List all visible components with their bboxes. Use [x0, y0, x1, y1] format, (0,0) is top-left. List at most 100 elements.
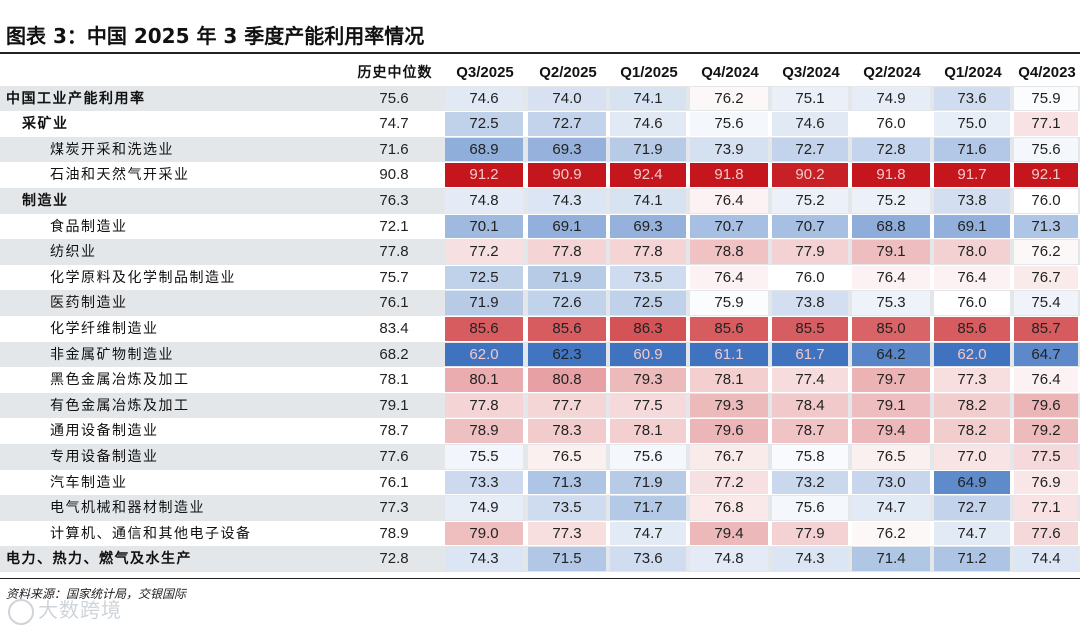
row-label: 化学纤维制造业 [50, 320, 159, 337]
heat-cell: 71.9 [610, 137, 686, 162]
heat-cell: 76.2 [690, 86, 768, 111]
heat-cell: 74.7 [852, 496, 930, 520]
heat-cell: 79.4 [852, 419, 930, 443]
row-label: 煤炭开采和洗选业 [50, 141, 174, 158]
heat-cell: 76.2 [1014, 240, 1078, 264]
heat-cell: 72.5 [445, 265, 523, 290]
heat-cell: 75.6 [772, 496, 848, 520]
heat-cell: 78.4 [772, 393, 848, 418]
heat-cell: 79.6 [690, 419, 768, 443]
heat-cell: 77.3 [528, 521, 606, 546]
heat-cell: 74.1 [610, 188, 686, 213]
heat-cell: 76.5 [528, 444, 606, 469]
row-label: 通用设备制造业 [50, 423, 159, 440]
heat-cell: 76.4 [690, 188, 768, 213]
heat-cell: 78.2 [934, 419, 1010, 443]
row-label: 食品制造业 [50, 218, 128, 235]
heat-cell: 72.8 [852, 137, 930, 162]
heat-cell: 92.4 [610, 163, 686, 187]
row-label: 医药制造业 [50, 295, 128, 312]
column-header: Q2/2024 [863, 64, 921, 81]
median-cell: 78.7 [379, 422, 409, 440]
median-cell: 68.2 [379, 345, 409, 363]
heat-cell: 62.3 [528, 342, 606, 367]
median-cell: 74.7 [379, 115, 409, 133]
heat-cell: 72.5 [445, 112, 523, 136]
heat-cell: 78.8 [690, 240, 768, 264]
median-cell: 72.8 [379, 550, 409, 568]
heat-cell: 75.2 [772, 188, 848, 213]
heat-cell: 77.9 [772, 240, 848, 264]
median-cell: 83.4 [379, 319, 409, 337]
heat-cell: 79.1 [852, 393, 930, 418]
heat-cell: 73.6 [610, 547, 686, 571]
heat-cell: 69.1 [934, 214, 1010, 239]
heat-cell: 76.0 [1014, 188, 1078, 213]
row-label: 纺织业 [50, 244, 97, 261]
heat-cell: 77.1 [1014, 112, 1078, 136]
heat-cell: 74.9 [852, 86, 930, 111]
median-cell: 79.1 [379, 396, 409, 414]
heat-cell: 72.7 [528, 112, 606, 136]
watermark: 大数跨境 [8, 594, 122, 625]
row-label: 计算机、通信和其他电子设备 [50, 525, 252, 542]
row-label: 专用设备制造业 [50, 448, 159, 465]
heat-cell: 72.7 [934, 496, 1010, 520]
heat-cell: 75.6 [690, 112, 768, 136]
heat-cell: 77.4 [772, 368, 848, 392]
median-cell: 71.6 [379, 140, 409, 158]
heat-cell: 77.9 [772, 521, 848, 546]
capacity-utilization-table: 历史中位数 Q3/2025 Q2/2025 Q1/2025 Q4/2024 Q3/2024… [0, 60, 1080, 572]
row-label: 有色金属冶炼及加工 [50, 397, 190, 414]
heat-cell: 71.5 [528, 547, 606, 571]
heat-cell: 74.8 [690, 547, 768, 571]
table-row: 电气机械和器材制造业 77.3 74.9 73.5 71.7 76.8 75.6 74.7 72… [0, 495, 1080, 521]
table-row: 黑色金属冶炼及加工 78.1 80.1 80.8 79.3 78.1 77.4 79.7 77.… [0, 367, 1080, 393]
heat-cell: 85.6 [528, 316, 606, 341]
heat-cell: 73.9 [690, 137, 768, 162]
heat-cell: 73.5 [610, 265, 686, 290]
heat-cell: 71.3 [528, 470, 606, 495]
table-row: 食品制造业 72.1 70.1 69.1 69.3 70.7 70.7 68.8 69.1 71.… [0, 214, 1080, 240]
heat-cell: 60.9 [610, 342, 686, 367]
row-label: 中国工业产能利用率 [6, 90, 146, 107]
heat-cell: 76.8 [690, 496, 768, 520]
header-row: 历史中位数 Q3/2025 Q2/2025 Q1/2025 Q4/2024 Q3/2024… [0, 60, 1080, 86]
heat-cell: 73.2 [772, 470, 848, 495]
heat-cell: 79.3 [690, 393, 768, 418]
row-label: 石油和天然气开采业 [50, 167, 190, 184]
row-label: 黑色金属冶炼及加工 [50, 372, 190, 389]
heat-cell: 78.3 [528, 419, 606, 443]
heat-cell: 73.3 [445, 470, 523, 495]
heat-cell: 75.6 [610, 444, 686, 469]
heat-cell: 74.7 [934, 521, 1010, 546]
heat-cell: 64.9 [934, 470, 1010, 495]
table-row: 计算机、通信和其他电子设备 78.9 79.0 77.3 74.7 79.4 77.9 76.… [0, 521, 1080, 547]
heat-cell: 69.3 [610, 214, 686, 239]
heat-cell: 69.3 [528, 137, 606, 162]
heat-cell: 75.9 [690, 291, 768, 315]
table-row: 有色金属冶炼及加工 79.1 77.8 77.7 77.5 79.3 78.4 79.1 78.… [0, 392, 1080, 419]
heat-cell: 77.8 [445, 393, 523, 418]
median-cell: 75.7 [379, 268, 409, 286]
median-cell: 90.8 [379, 166, 409, 184]
heat-cell: 73.8 [934, 188, 1010, 213]
heat-cell: 74.8 [445, 188, 523, 213]
heat-cell: 90.9 [528, 163, 606, 187]
column-header: Q1/2025 [620, 64, 678, 81]
column-header: 历史中位数 [357, 65, 433, 81]
column-header: Q3/2024 [782, 64, 840, 81]
heat-cell: 69.1 [528, 214, 606, 239]
heat-cell: 90.2 [772, 163, 848, 187]
median-cell: 72.1 [379, 217, 409, 235]
table-row: 纺织业 77.8 77.2 77.8 77.8 78.8 77.9 79.1 78.0 76.2 [0, 239, 1080, 265]
bottom-rule [0, 578, 1080, 579]
heat-cell: 75.3 [852, 291, 930, 315]
heat-cell: 73.5 [528, 496, 606, 520]
heat-cell: 79.4 [690, 521, 768, 546]
heat-cell: 76.4 [690, 265, 768, 290]
heat-cell: 79.6 [1014, 393, 1078, 418]
heat-cell: 68.9 [445, 137, 523, 162]
table-row: 制造业 76.3 74.8 74.3 74.1 76.4 75.2 75.2 73.8 76.0 [0, 187, 1080, 214]
heat-cell: 74.7 [610, 521, 686, 546]
